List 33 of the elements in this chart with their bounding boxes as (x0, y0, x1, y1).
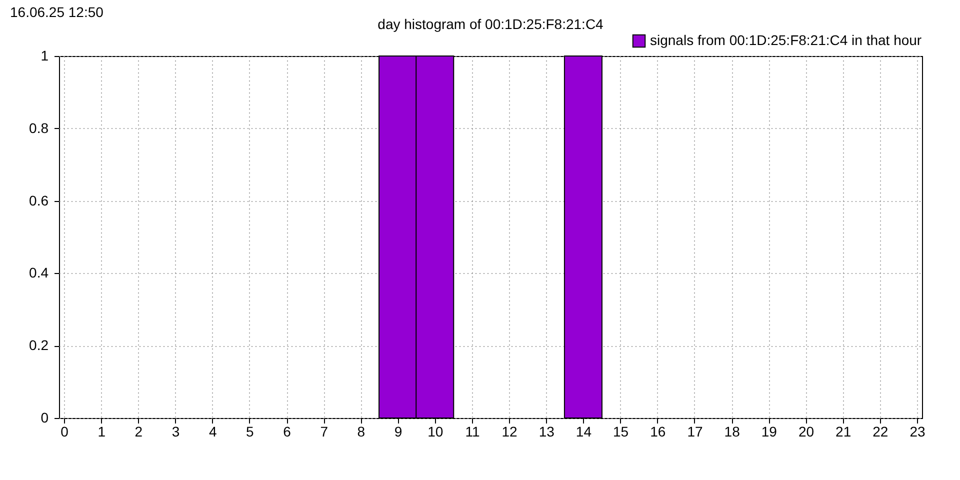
y-tick-label: 0.8 (29, 120, 49, 136)
x-tick-label: 12 (502, 424, 518, 440)
x-tick-label: 2 (134, 424, 143, 440)
x-tick-label: 21 (836, 424, 852, 440)
y-tick-label: 0.6 (29, 192, 49, 208)
x-tick-label: 8 (357, 424, 366, 440)
text: 16.06.25 12:50 (10, 4, 104, 20)
y-tick-label: 0.2 (29, 337, 49, 354)
legend-label: signals from 00:1D:25:F8:21:C4 in that hour (650, 32, 922, 48)
x-tick-label: 18 (724, 424, 740, 440)
x-tick-label: 16 (650, 424, 666, 440)
y-tick-label: 0.4 (29, 264, 49, 281)
y-tick-label: 0 (40, 410, 49, 426)
x-tick-label: 6 (283, 424, 292, 440)
chart-title: day histogram of 00:1D:25:F8:21:C4 (378, 16, 604, 32)
x-tick-label: 10 (428, 424, 444, 440)
x-tick-label: 15 (613, 424, 629, 440)
x-tick-label: 23 (910, 424, 926, 440)
x-tick-label: 11 (465, 424, 480, 440)
x-tick-label: 3 (172, 424, 180, 440)
x-tick-label: 9 (394, 424, 402, 440)
x-tick-label: 4 (208, 424, 217, 440)
x-tick-label: 1 (98, 424, 106, 440)
x-tick-label: 5 (246, 424, 254, 440)
x-tick-label: 0 (60, 424, 69, 440)
x-tick-label: 7 (320, 424, 328, 440)
x-tick-label: 13 (538, 424, 555, 440)
x-tick-label: 20 (798, 424, 814, 440)
x-tick-label: 14 (576, 424, 592, 440)
x-tick-label: 19 (761, 424, 778, 440)
x-tick-label: 22 (872, 424, 888, 440)
y-tick-label: 1 (40, 48, 49, 64)
x-tick-label: 17 (687, 424, 703, 440)
